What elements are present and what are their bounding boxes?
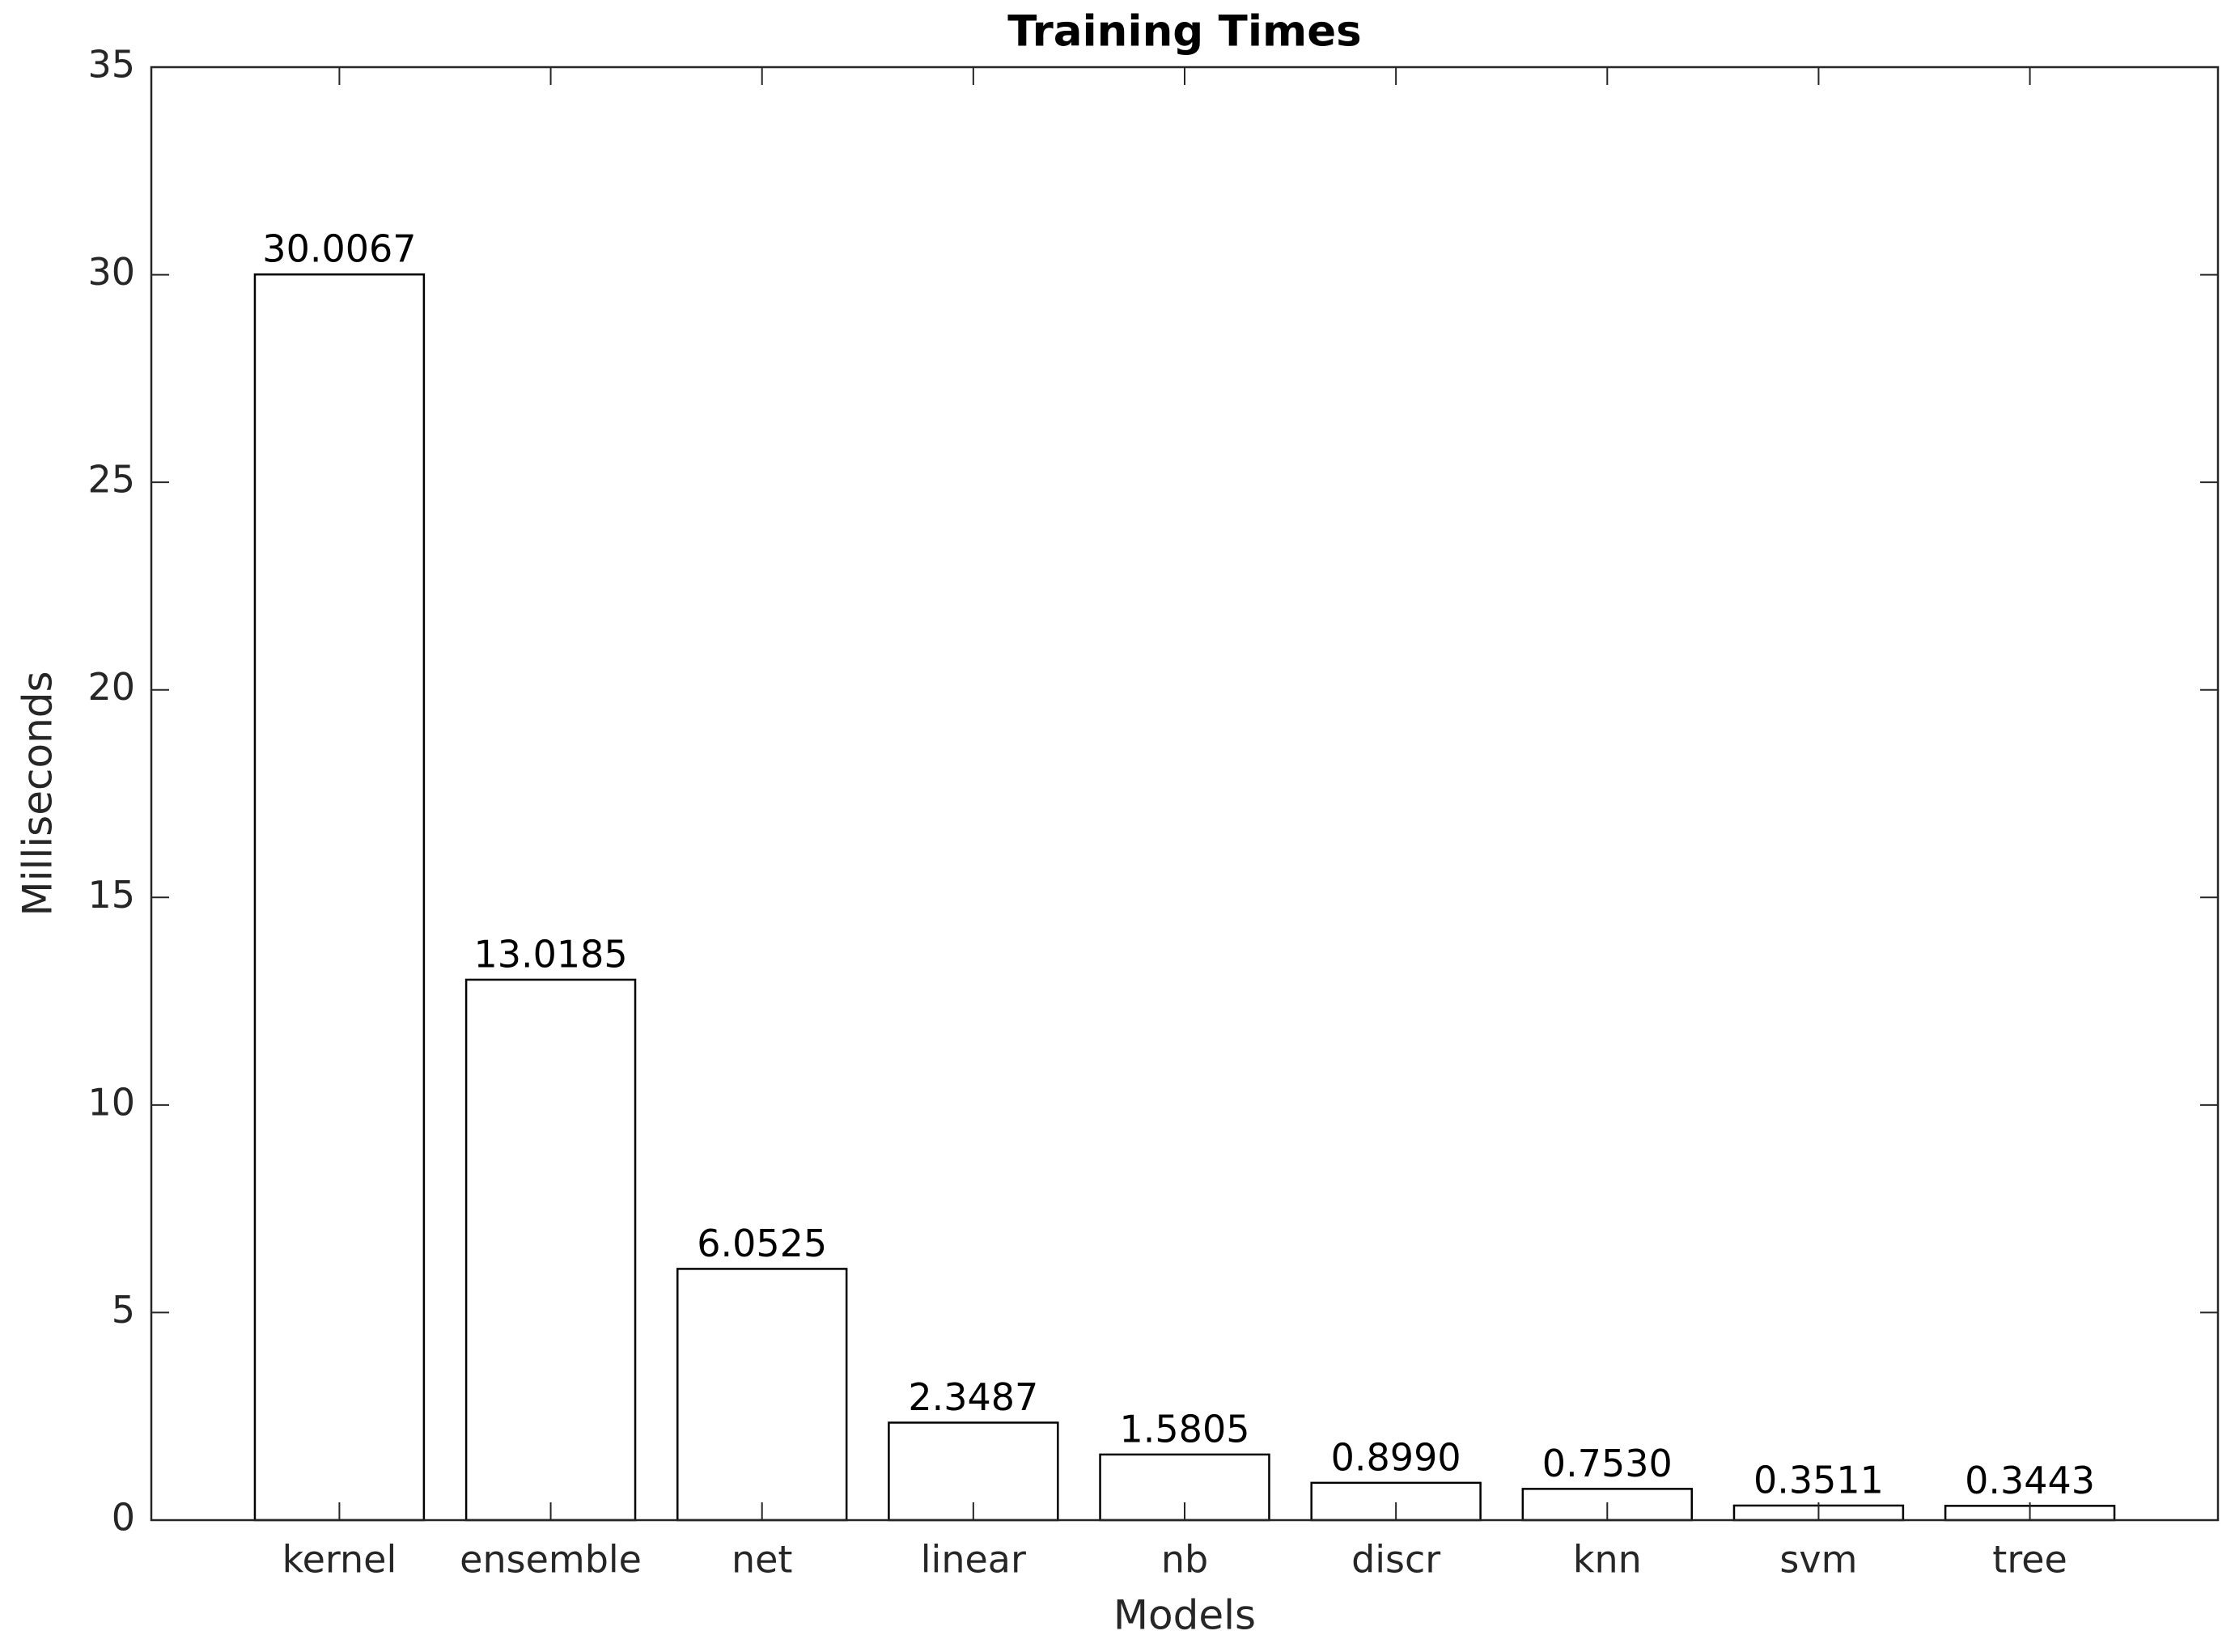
value-label: 1.5805 (1120, 1407, 1250, 1451)
value-label: 0.3511 (1753, 1458, 1884, 1502)
y-tick-label: 25 (87, 458, 135, 502)
x-tick-label: tree (1992, 1538, 2067, 1582)
y-tick-label: 35 (87, 43, 135, 87)
value-label: 2.3487 (908, 1375, 1038, 1419)
value-label: 30.0067 (262, 227, 416, 271)
chart-title: Training Times (1007, 7, 1361, 57)
y-tick-label: 20 (87, 665, 135, 709)
value-label: 6.0525 (697, 1222, 827, 1265)
y-tick-label: 10 (87, 1080, 135, 1124)
x-axis-label: Models (1113, 1592, 1256, 1639)
y-tick-label: 0 (112, 1496, 135, 1540)
y-axis-label: Milliseconds (15, 671, 61, 916)
value-label: 13.0185 (473, 932, 627, 976)
x-tick-label: svm (1779, 1538, 1857, 1582)
x-tick-label: kernel (282, 1538, 397, 1582)
x-tick-label: linear (921, 1538, 1026, 1582)
y-tick-label: 30 (87, 250, 135, 294)
x-tick-label: knn (1573, 1538, 1642, 1582)
value-label: 0.7530 (1542, 1442, 1673, 1485)
y-tick-label: 15 (87, 873, 135, 917)
y-tick-label: 5 (112, 1288, 135, 1332)
x-tick-label: net (731, 1538, 793, 1582)
x-tick-label: discr (1351, 1538, 1440, 1582)
bar (676, 1268, 848, 1522)
x-tick-label: ensemble (460, 1538, 642, 1582)
x-tick-label: nb (1161, 1538, 1208, 1582)
value-label: 0.8990 (1331, 1435, 1461, 1479)
value-label: 0.3443 (1965, 1459, 2095, 1502)
bar (253, 273, 426, 1522)
plot-frame (150, 66, 2220, 1522)
bar (464, 978, 637, 1522)
